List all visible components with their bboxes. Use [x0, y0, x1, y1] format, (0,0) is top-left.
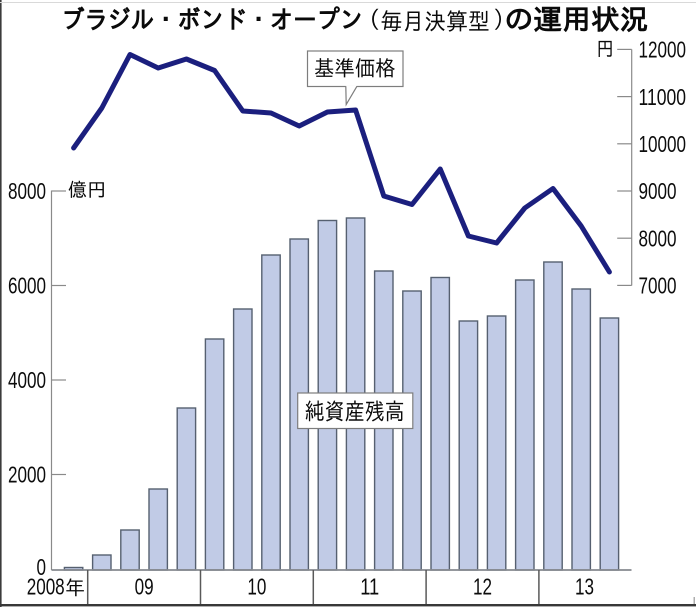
svg-text:4000: 4000	[8, 367, 46, 393]
svg-text:2008: 2008	[27, 574, 65, 600]
svg-text:6000: 6000	[8, 273, 46, 299]
svg-text:11000: 11000	[639, 84, 687, 110]
svg-text:10000: 10000	[639, 131, 687, 157]
svg-text:12: 12	[473, 574, 492, 600]
svg-text:12000: 12000	[639, 37, 687, 63]
svg-text:9000: 9000	[639, 178, 677, 204]
svg-text:0: 0	[37, 554, 47, 580]
svg-text:11: 11	[360, 574, 379, 600]
svg-text:2000: 2000	[8, 462, 46, 488]
svg-text:8000: 8000	[8, 178, 46, 204]
svg-text:09: 09	[135, 574, 154, 600]
svg-text:10: 10	[247, 574, 266, 600]
svg-text:13: 13	[575, 574, 594, 600]
svg-text:7000: 7000	[639, 273, 677, 299]
svg-text:8000: 8000	[639, 225, 677, 251]
